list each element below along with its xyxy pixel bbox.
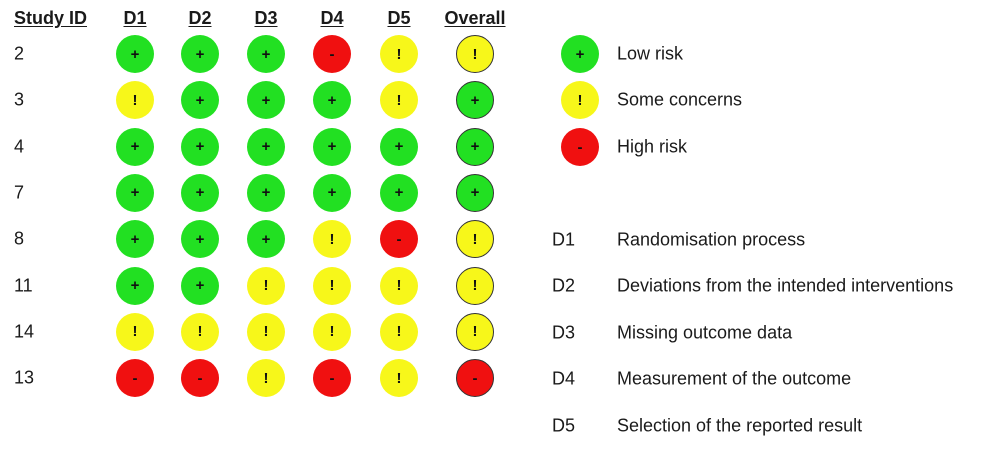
header-overall: Overall xyxy=(444,8,506,28)
judgement-dot-high: - xyxy=(313,359,351,398)
overall-dot-some: ! xyxy=(456,220,494,259)
judgement-dot-low: + xyxy=(181,220,219,259)
domain-code-d3: D3 xyxy=(552,322,576,343)
domain-code-d4: D4 xyxy=(552,368,576,389)
judgement-dot-some: ! xyxy=(313,266,351,305)
judgement-dot-low: + xyxy=(181,81,219,120)
header-d1: D1 xyxy=(123,8,147,28)
overall-dot-low: + xyxy=(456,81,494,120)
study-id-label: 3 xyxy=(14,89,25,110)
judgement-dot-low: + xyxy=(181,266,219,305)
overall-dot-high: - xyxy=(456,359,494,398)
legend-dot-low: + xyxy=(561,35,599,73)
judgement-dot-low: + xyxy=(380,173,418,212)
judgement-dot-low: + xyxy=(247,35,285,73)
judgement-dot-some: ! xyxy=(247,266,285,305)
judgement-dot-some: ! xyxy=(380,359,418,398)
header-d5: D5 xyxy=(387,8,411,28)
judgement-dot-some: ! xyxy=(181,312,219,351)
legend-dot-some: ! xyxy=(561,81,599,119)
domain-description-d2: Deviations from the intended interventio… xyxy=(617,275,954,296)
judgement-dot-low: + xyxy=(181,127,219,166)
judgement-dot-high: - xyxy=(116,359,154,398)
judgement-dot-some: ! xyxy=(116,312,154,351)
judgement-dot-some: ! xyxy=(313,312,351,351)
domain-description-d1: Randomisation process xyxy=(617,229,806,250)
legend-label-high: High risk xyxy=(617,136,688,157)
overall-dot-some: ! xyxy=(456,266,494,305)
header-d2: D2 xyxy=(188,8,212,28)
legend-label-low: Low risk xyxy=(617,43,684,64)
judgement-dot-some: ! xyxy=(116,81,154,120)
judgement-dot-low: + xyxy=(313,173,351,212)
judgement-dot-some: ! xyxy=(247,312,285,351)
judgement-dot-some: ! xyxy=(247,359,285,398)
overall-dot-some: ! xyxy=(456,312,494,351)
domain-description-d3: Missing outcome data xyxy=(617,322,793,343)
judgement-dot-some: ! xyxy=(380,35,418,73)
judgement-dot-low: + xyxy=(313,81,351,120)
judgement-dot-high: - xyxy=(313,35,351,73)
domain-code-d2: D2 xyxy=(552,275,576,296)
study-id-label: 2 xyxy=(14,43,25,64)
study-id-label: 11 xyxy=(14,275,33,295)
overall-dot-low: + xyxy=(456,127,494,166)
legend-label-some: Some concerns xyxy=(617,89,743,110)
overall-dot-some: ! xyxy=(456,35,494,73)
judgement-dot-some: ! xyxy=(380,81,418,120)
judgement-dot-some: ! xyxy=(380,312,418,351)
domain-code-d1: D1 xyxy=(552,229,576,250)
study-id-label: 8 xyxy=(14,228,25,249)
domain-description-d4: Measurement of the outcome xyxy=(617,368,852,389)
judgement-dot-low: + xyxy=(116,127,154,166)
domain-code-d5: D5 xyxy=(552,415,576,436)
judgement-dot-some: ! xyxy=(313,220,351,259)
judgement-dot-low: + xyxy=(247,81,285,120)
study-id-label: 14 xyxy=(14,321,35,342)
header-d4: D4 xyxy=(320,8,344,28)
judgement-dot-low: + xyxy=(380,127,418,166)
judgement-dot-low: + xyxy=(181,173,219,212)
study-id-label: 13 xyxy=(14,367,35,388)
overall-dot-low: + xyxy=(456,173,494,212)
judgement-dot-low: + xyxy=(313,127,351,166)
judgement-dot-low: + xyxy=(116,266,154,305)
domain-description-d5: Selection of the reported result xyxy=(617,415,863,436)
judgement-dot-low: + xyxy=(181,35,219,73)
legend-dot-high: - xyxy=(561,128,599,166)
judgement-dot-low: + xyxy=(247,220,285,259)
judgement-dot-high: - xyxy=(181,359,219,398)
study-id-label: 7 xyxy=(14,182,25,203)
judgement-dot-high: - xyxy=(380,220,418,259)
judgement-dot-low: + xyxy=(247,127,285,166)
judgement-dot-low: + xyxy=(116,35,154,73)
judgement-dot-low: + xyxy=(247,173,285,212)
study-id-label: 4 xyxy=(14,136,25,157)
header-study-id: Study ID xyxy=(14,8,88,28)
judgement-dot-low: + xyxy=(116,220,154,259)
header-d3: D3 xyxy=(254,8,278,28)
judgement-dot-low: + xyxy=(116,173,154,212)
judgement-dot-some: ! xyxy=(380,266,418,305)
